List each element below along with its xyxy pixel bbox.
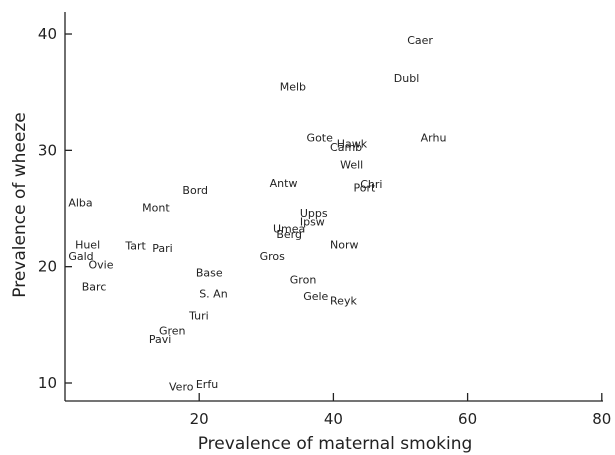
data-point-label: Bord [182,184,208,197]
data-point-label: Caer [407,34,433,47]
data-point-label: Well [340,158,363,171]
data-point-label: Gele [303,290,328,303]
data-point-label: Ovie [88,258,113,271]
data-point-label: Umea [273,222,305,235]
x-tick-label: 20 [190,410,209,428]
data-point-label: Base [196,266,223,279]
data-point-label: Arhu [421,132,447,145]
x-ticks: 20 40 60 80 [190,393,611,428]
x-tick-label: 40 [324,410,343,428]
data-point-label: Camb [330,141,362,154]
data-point-label: Tart [124,240,146,253]
data-point-label: Gren [159,325,186,338]
data-point-label: Hawk [337,137,368,150]
data-point-label: Erfu [196,378,218,391]
x-axis-title: Prevalence of maternal smoking [198,434,473,454]
data-point-label: Mont [142,201,170,214]
data-point-label: Turi [188,310,209,323]
data-point-label: Dubl [394,72,419,85]
y-tick-label: 30 [38,141,57,159]
data-point-label: Gros [260,250,286,263]
data-point-label: Huel [75,239,100,252]
data-point-label: Alba [68,197,92,210]
x-tick-label: 80 [592,410,611,428]
data-point-label: Gald [68,250,93,263]
data-point-label: Berg [276,228,302,241]
x-tick-label: 60 [458,410,477,428]
data-point-label: Reyk [330,294,357,307]
data-point-label: Chri [360,178,382,191]
data-point-label: Ipsw [300,215,325,228]
data-point-label: Pavi [149,333,171,346]
data-point-label: Pari [152,242,172,255]
y-axis-title: Prevalence of wheeze [10,112,30,297]
y-tick-label: 10 [38,374,57,392]
data-point-label: Gote [307,132,334,145]
data-point-label: Melb [280,80,306,93]
data-point-label: S. An [199,287,228,300]
y-ticks: 10 20 30 40 [38,25,72,392]
data-point-label: Port [354,182,376,195]
data-point-label: Barc [82,280,107,293]
data-point-label: Antw [270,177,298,190]
data-point-label: Norw [330,239,358,252]
y-tick-label: 40 [38,25,57,43]
y-tick-label: 20 [38,258,57,276]
data-point-label: Upps [300,207,328,220]
data-point-label: Gron [290,273,317,286]
data-point-label: Vero [169,380,194,393]
